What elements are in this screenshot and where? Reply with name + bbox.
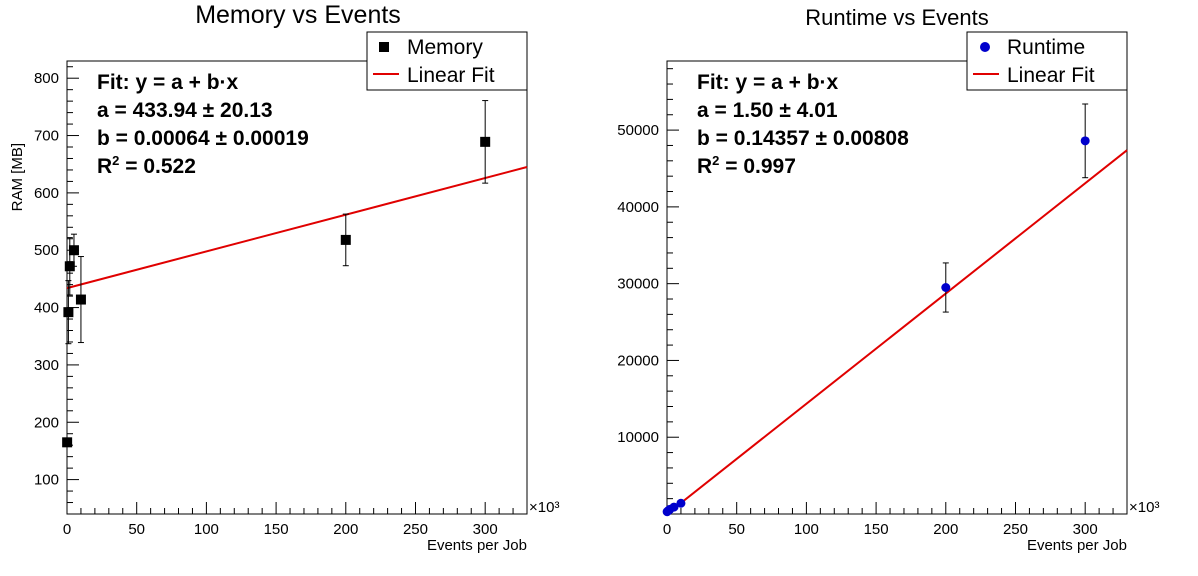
x-tick-label: 250 — [403, 521, 428, 538]
x-tick-label: 50 — [728, 521, 745, 538]
y-tick-label: 800 — [34, 70, 59, 87]
x-tick-label: 0 — [63, 521, 71, 538]
r2-superscript: 2 — [112, 153, 119, 168]
r2-prefix: R — [97, 155, 112, 178]
data-point — [62, 437, 73, 448]
x-axis-label: Events per Job — [1027, 537, 1127, 554]
x-tick-label: 100 — [194, 521, 219, 538]
fit-param-a: a = 1.50 ± 4.01 — [697, 99, 838, 122]
data-point — [340, 234, 351, 245]
data-point — [75, 294, 86, 305]
data-point — [63, 307, 74, 318]
fit-r-squared: R2 = 0.997 — [697, 153, 796, 178]
fit-line — [666, 149, 1128, 515]
legend-marker — [980, 42, 990, 52]
y-tick-label: 700 — [34, 128, 59, 145]
legend-label-fit: Linear Fit — [407, 64, 495, 87]
y-tick-label: 30000 — [617, 276, 659, 293]
y-tick-label: 500 — [34, 242, 59, 259]
x-tick-label: 250 — [1003, 521, 1028, 538]
r2-value: = 0.997 — [719, 155, 795, 178]
y-tick-label: 600 — [34, 185, 59, 202]
r2-superscript: 2 — [712, 153, 719, 168]
y-tick-label: 400 — [34, 300, 59, 317]
data-point — [669, 502, 679, 512]
r2-prefix: R — [697, 155, 712, 178]
x-tick-label: 300 — [1073, 521, 1098, 538]
data-point — [1080, 136, 1090, 146]
chart-panel-1: Memory vs Events 0 50 100 150 200 250 300 ×10³ 10… — [9, 1, 559, 554]
y-tick-label: 50000 — [617, 122, 659, 139]
data-point — [480, 136, 491, 147]
fit-line — [66, 166, 528, 290]
x-tick-label: 0 — [663, 521, 671, 538]
r2-value: = 0.522 — [119, 155, 195, 178]
fit-param-a: a = 433.94 ± 20.13 — [97, 99, 273, 122]
legend-label-series: Runtime — [1007, 36, 1085, 59]
y-axis-label: RAM [MB] — [9, 143, 26, 211]
x-tick-label: 150 — [864, 521, 889, 538]
x-multiplier-label: ×10³ — [529, 499, 559, 516]
fit-equation: Fit: y = a + b·x — [697, 71, 839, 94]
legend-marker — [379, 42, 389, 52]
y-tick-label: 300 — [34, 357, 59, 374]
x-tick-label: 200 — [333, 521, 358, 538]
y-tick-label: 200 — [34, 414, 59, 431]
x-tick-label: 150 — [264, 521, 289, 538]
fit-param-b: b = 0.00064 ± 0.00019 — [97, 127, 309, 150]
x-tick-label: 300 — [473, 521, 498, 538]
y-tick-label: 20000 — [617, 352, 659, 369]
y-tick-label: 10000 — [617, 429, 659, 446]
chart-panel-2: Runtime vs Events 0 50 100 150 200 250 300 ×10³ 1… — [617, 5, 1159, 554]
data-point — [676, 498, 686, 508]
chart-title: Memory vs Events — [195, 1, 401, 29]
fit-param-b: b = 0.14357 ± 0.00808 — [697, 127, 909, 150]
legend-label-fit: Linear Fit — [1007, 64, 1095, 87]
legend-box — [966, 31, 1128, 91]
fit-equation: Fit: y = a + b·x — [97, 71, 239, 94]
y-tick-label: 100 — [34, 472, 59, 489]
data-point — [941, 283, 951, 292]
plot-frame — [666, 60, 1128, 515]
data-point — [68, 245, 79, 256]
fit-r-squared: R2 = 0.522 — [97, 153, 196, 178]
x-tick-label: 200 — [933, 521, 958, 538]
data-point — [64, 261, 75, 272]
y-tick-label: 40000 — [617, 199, 659, 216]
legend-box — [366, 31, 528, 91]
x-multiplier-label: ×10³ — [1129, 499, 1159, 516]
x-axis-label: Events per Job — [427, 537, 527, 554]
chart-title: Runtime vs Events — [805, 5, 988, 30]
x-tick-label: 100 — [794, 521, 819, 538]
legend-label-series: Memory — [407, 36, 483, 59]
x-tick-label: 50 — [128, 521, 145, 538]
